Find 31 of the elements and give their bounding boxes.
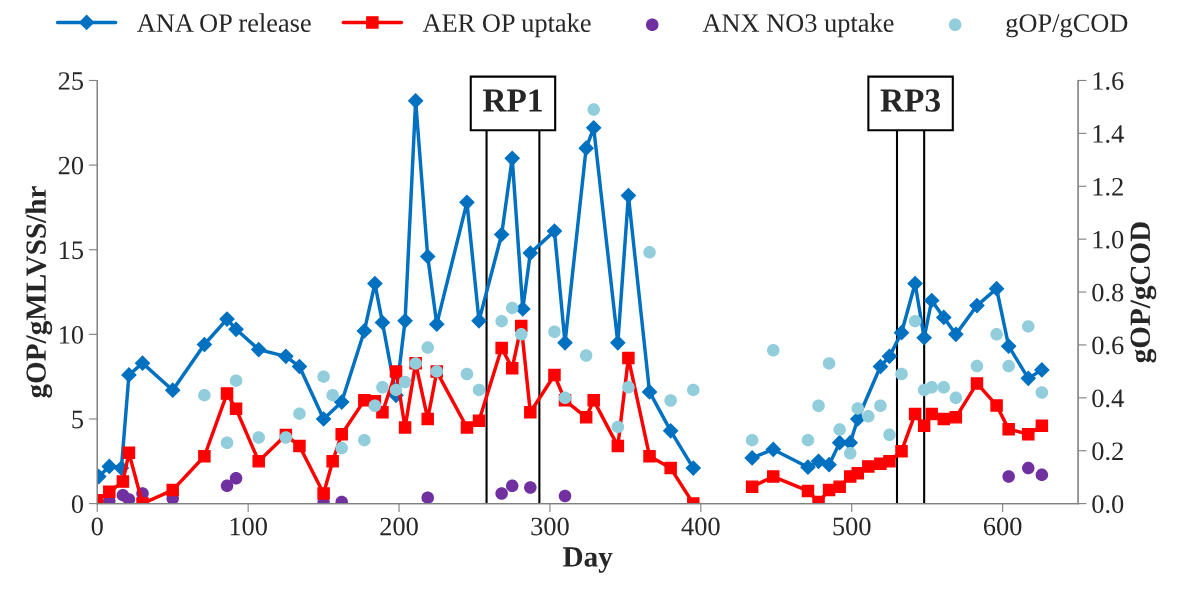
- x-axis-title: Day: [563, 547, 613, 573]
- y-tick-label: 0: [71, 495, 84, 514]
- x-tick-label: 500: [833, 517, 871, 536]
- x-tick-label: 0: [91, 517, 103, 536]
- x-tick-label: 400: [681, 517, 720, 536]
- legend-label: AER OP uptake: [422, 13, 591, 38]
- ref-line-label: RP1: [482, 89, 542, 112]
- y2-axis-title: gOP/gCOD: [1130, 222, 1157, 363]
- y-tick-label: 25: [58, 72, 84, 90]
- y-tick-label: 15: [59, 241, 84, 260]
- y-axis-title: gOP/gMLVSS/hr: [25, 186, 53, 398]
- y2-tick-label: 0.6: [1092, 336, 1124, 355]
- x-tick-label: 300: [531, 517, 569, 536]
- y2-tick-label: 0.2: [1092, 442, 1123, 461]
- y-tick-label: 10: [59, 325, 84, 344]
- y-tick-label: 20: [58, 156, 84, 175]
- x-tick-label: 100: [230, 517, 267, 536]
- ref-line-label: RP3: [880, 89, 940, 112]
- legend-label: ANA OP release: [137, 13, 311, 32]
- y2-tick-label: 0.4: [1092, 389, 1124, 408]
- y-tick-label: 5: [72, 410, 84, 429]
- y2-tick-label: 1.2: [1093, 177, 1123, 196]
- y2-tick-label: 0.8: [1092, 283, 1124, 302]
- y2-tick-label: 1.4: [1093, 125, 1124, 143]
- legend-label: gOP/gCOD: [1006, 14, 1128, 38]
- y2-tick-label: 1.6: [1093, 72, 1124, 90]
- y2-tick-label: 0.0: [1092, 495, 1124, 514]
- x-tick-label: 600: [983, 517, 1022, 536]
- y2-tick-label: 1.0: [1093, 230, 1124, 249]
- x-tick-label: 200: [380, 517, 418, 536]
- legend-label: ANX NO3 uptake: [702, 13, 894, 38]
